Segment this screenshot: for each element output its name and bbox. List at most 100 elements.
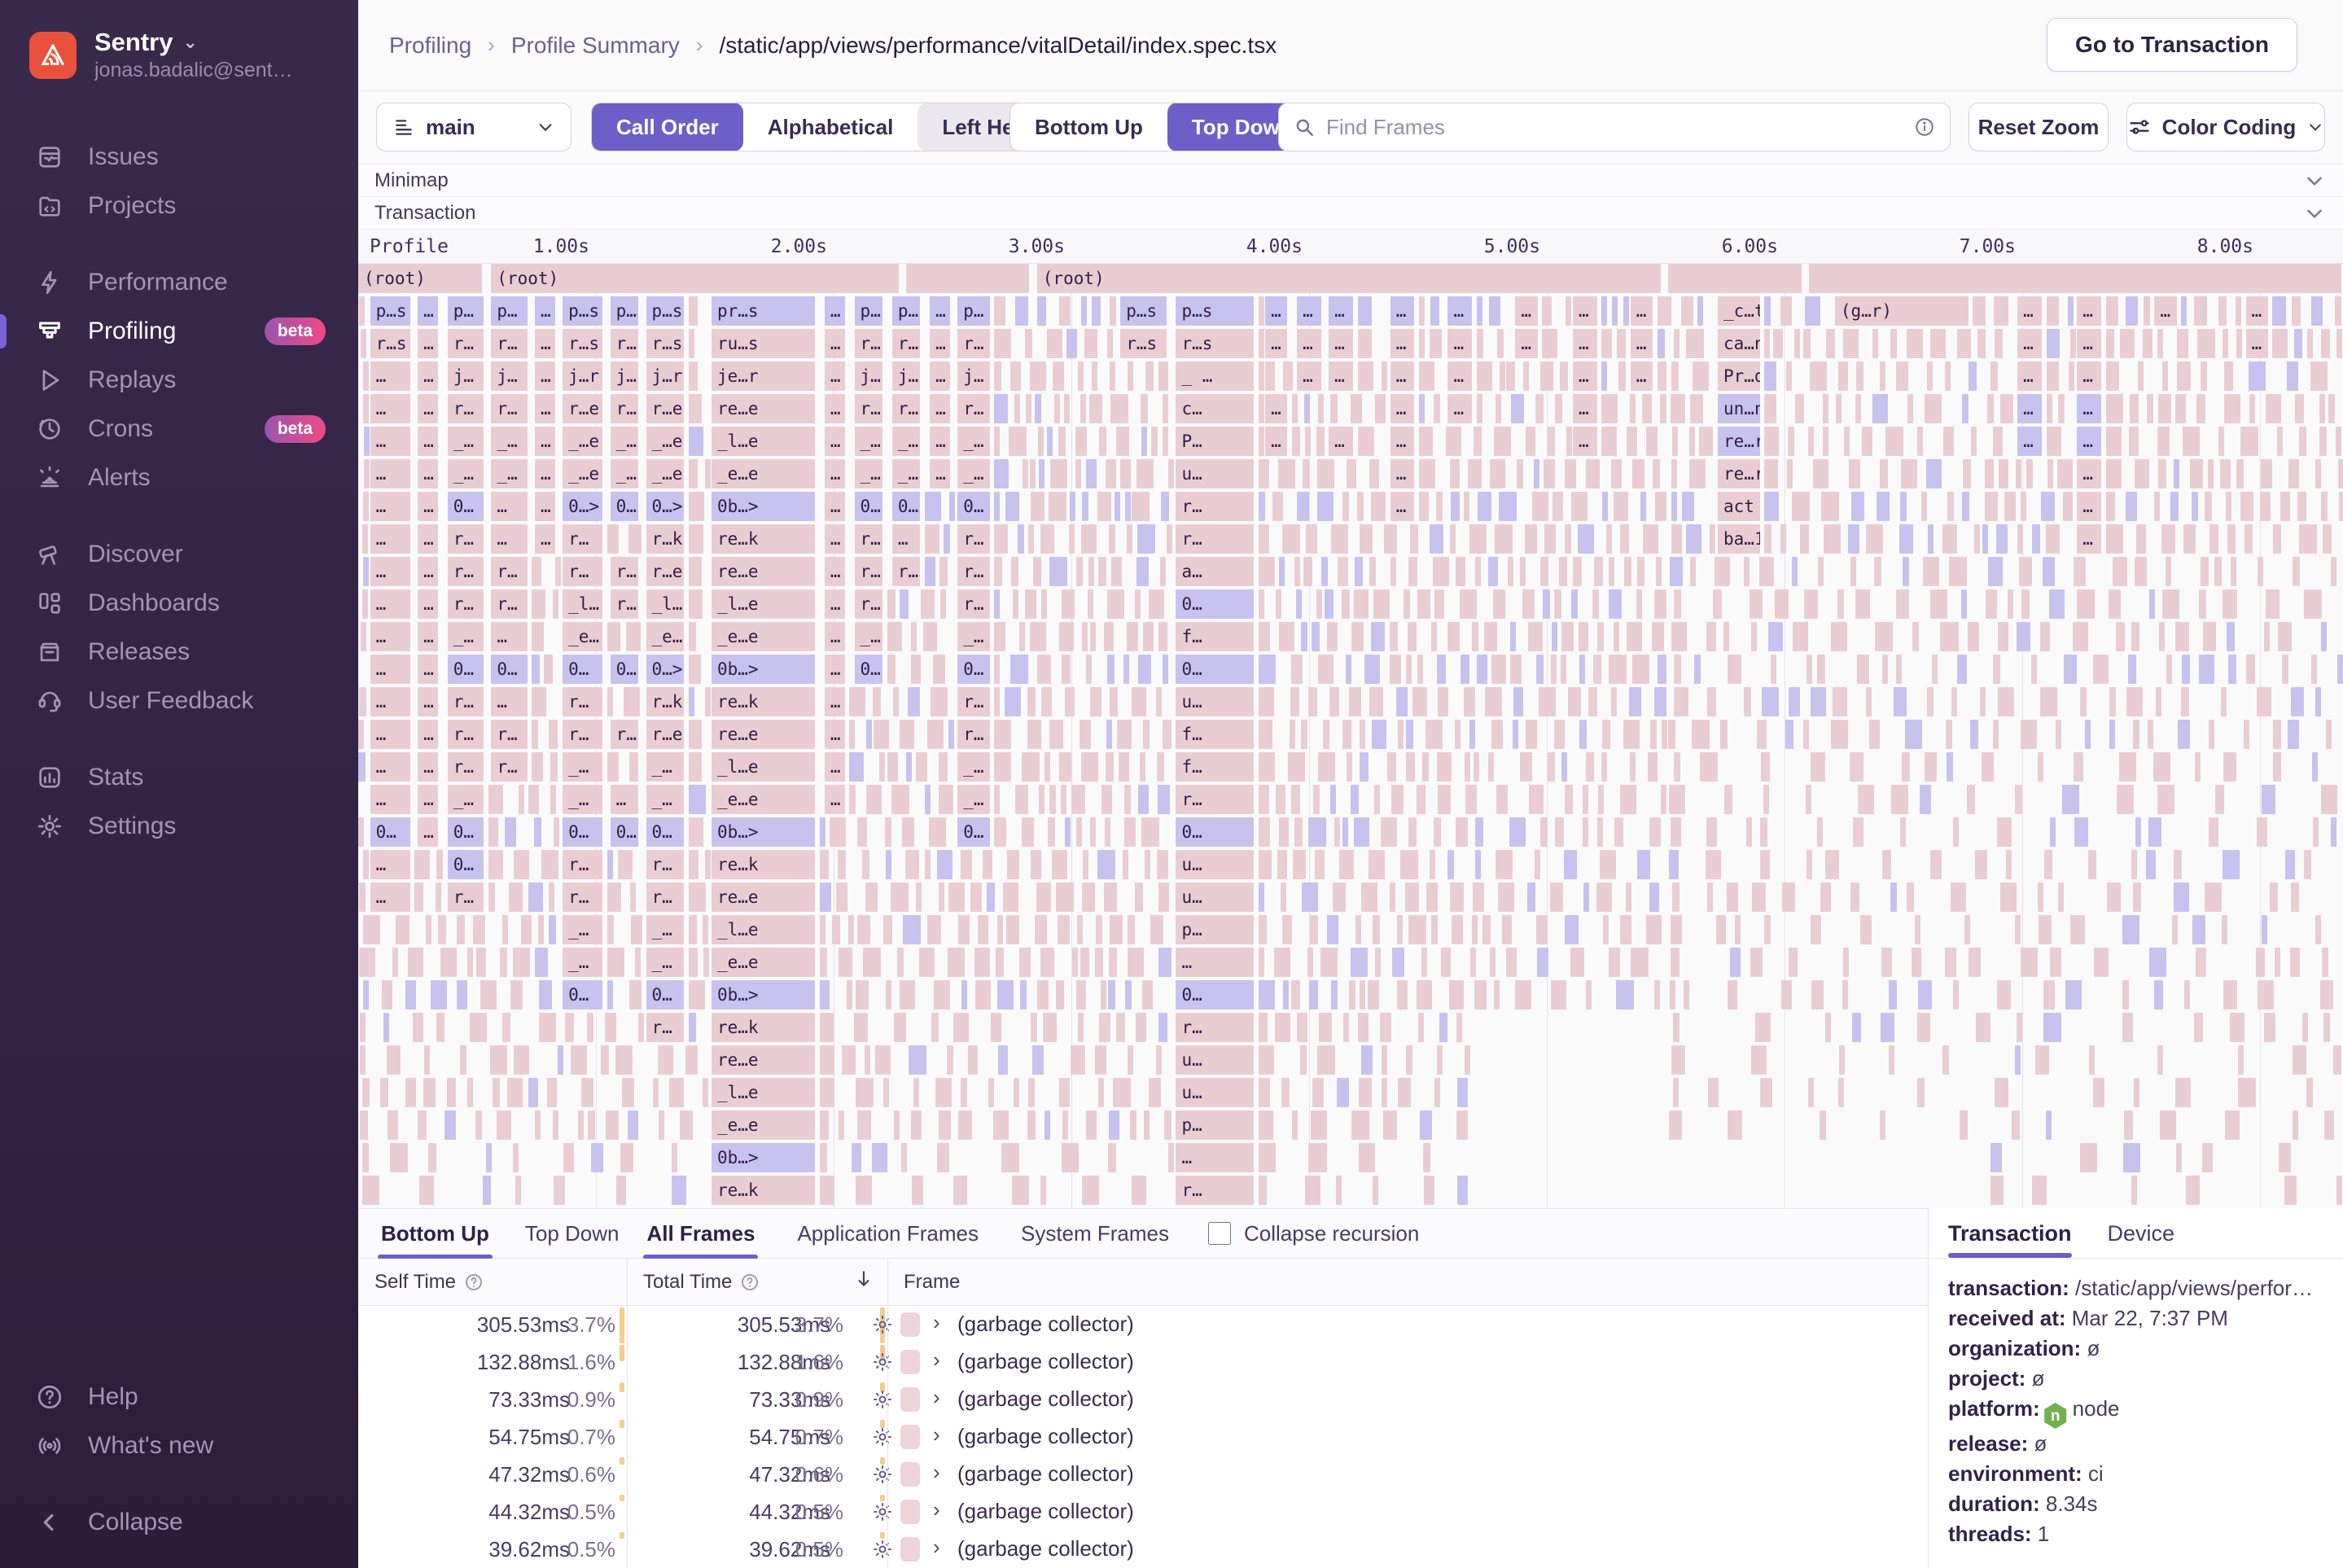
flame-cell[interactable]: _…	[854, 427, 883, 456]
flame-cell[interactable]	[1426, 720, 1443, 749]
flame-cell[interactable]	[938, 883, 944, 912]
flame-cell[interactable]	[1308, 1143, 1327, 1172]
flame-cell[interactable]	[2257, 687, 2271, 716]
flame-cell[interactable]: r…	[957, 524, 990, 554]
flame-cell[interactable]	[903, 915, 921, 944]
flame-cell[interactable]	[2148, 948, 2166, 977]
flame-cell[interactable]	[1098, 1013, 1110, 1042]
flame-cell[interactable]	[1491, 655, 1506, 684]
flame-cell[interactable]	[1823, 427, 1829, 456]
flame-cell[interactable]	[1540, 817, 1548, 847]
flame-cell[interactable]	[1929, 589, 1947, 619]
flame-cell[interactable]	[1460, 655, 1469, 684]
flame-cell[interactable]: un…n	[1718, 394, 1760, 423]
flame-cell[interactable]	[473, 915, 485, 944]
flame-cell[interactable]	[1419, 296, 1426, 326]
flame-cell[interactable]	[2294, 329, 2302, 358]
flame-cell[interactable]	[607, 948, 625, 977]
flame-cell[interactable]	[2178, 720, 2190, 749]
chevron-down-icon[interactable]	[2304, 203, 2325, 224]
flame-cell[interactable]	[1356, 492, 1364, 521]
flame-cell[interactable]	[2156, 687, 2162, 716]
flame-cell[interactable]	[658, 1045, 674, 1075]
flame-cell[interactable]	[819, 1013, 834, 1042]
flame-cell[interactable]	[688, 850, 699, 879]
flame-cell[interactable]	[1686, 524, 1701, 554]
flame-cell[interactable]	[1162, 394, 1168, 423]
flame-cell[interactable]: _l…	[646, 589, 685, 619]
flame-cell[interactable]: …	[370, 622, 410, 651]
flame-cell[interactable]	[897, 948, 904, 977]
flame-cell[interactable]	[2134, 557, 2147, 586]
flame-cell[interactable]	[873, 687, 881, 716]
flame-cell[interactable]	[1448, 980, 1465, 1010]
flame-cell[interactable]	[1680, 296, 1693, 326]
flame-cell[interactable]	[2004, 492, 2016, 521]
flame-cell[interactable]	[1258, 948, 1264, 977]
flame-cell[interactable]	[1081, 752, 1098, 782]
flame-cell[interactable]	[1290, 980, 1300, 1010]
flame-cell[interactable]	[1127, 1045, 1133, 1075]
flame-cell[interactable]	[2245, 655, 2255, 684]
flame-cell[interactable]	[2157, 394, 2171, 423]
flame-cell[interactable]	[1290, 720, 1296, 749]
flame-cell[interactable]	[2020, 948, 2039, 977]
flame-cell[interactable]	[2175, 1143, 2182, 1172]
flame-cell[interactable]	[1316, 427, 1325, 456]
flame-cell[interactable]	[1258, 980, 1275, 1010]
flame-cell[interactable]	[607, 850, 613, 879]
flame-cell[interactable]	[1310, 1110, 1328, 1140]
flame-cell[interactable]: …	[1390, 492, 1415, 521]
flame-cell[interactable]	[1534, 459, 1540, 488]
flame-cell[interactable]	[2105, 394, 2123, 423]
flame-cell[interactable]	[1109, 296, 1116, 326]
flame-cell[interactable]	[446, 1078, 457, 1107]
flame-cell[interactable]	[1317, 655, 1334, 684]
flame-cell[interactable]	[1088, 557, 1094, 586]
flame-cell[interactable]	[1728, 655, 1741, 684]
flame-cell[interactable]	[1124, 980, 1132, 1010]
flame-cell[interactable]	[1825, 1013, 1832, 1042]
flame-cell[interactable]	[1599, 850, 1617, 879]
flame-cell[interactable]: 0…	[563, 980, 603, 1010]
tab-all-frames[interactable]: All Frames	[643, 1208, 759, 1259]
total-time-header[interactable]: Total Time	[643, 1271, 760, 1294]
flame-cell[interactable]	[1791, 492, 1810, 521]
flame-cell[interactable]	[1079, 720, 1092, 749]
flame-cell[interactable]: _e…e	[711, 459, 816, 488]
flame-cell[interactable]	[1005, 687, 1021, 716]
flame-cell[interactable]	[994, 329, 1011, 358]
flame-cell[interactable]	[1649, 720, 1657, 749]
flame-cell[interactable]	[2313, 817, 2319, 847]
flame-cell[interactable]	[1692, 720, 1710, 749]
go-to-transaction-button[interactable]: Go to Transaction	[2046, 18, 2297, 72]
flame-cell[interactable]	[1447, 850, 1454, 879]
flame-cell[interactable]: …	[930, 394, 950, 423]
flame-cell[interactable]	[1925, 752, 1938, 782]
flame-cell[interactable]: …	[370, 752, 410, 782]
flame-cell[interactable]	[2137, 361, 2144, 391]
flame-cell[interactable]	[1437, 687, 1448, 716]
flame-cell[interactable]	[2299, 524, 2317, 554]
flame-cell[interactable]: re…r	[1718, 427, 1760, 456]
flame-cell[interactable]	[431, 980, 448, 1010]
flame-cell[interactable]	[1163, 1110, 1172, 1140]
flame-cell[interactable]	[1291, 785, 1301, 814]
flame-cell[interactable]	[936, 1143, 950, 1172]
flame-cell[interactable]	[2061, 785, 2080, 814]
flame-cell[interactable]: …	[370, 883, 410, 912]
flame-cell[interactable]	[580, 1078, 593, 1107]
flame-cell[interactable]	[1811, 915, 1821, 944]
flame-cell[interactable]: j…r	[563, 361, 603, 391]
flame-cell[interactable]	[1661, 785, 1667, 814]
flame-cell[interactable]	[1392, 948, 1405, 977]
flame-cell[interactable]	[1585, 752, 1595, 782]
flame-cell[interactable]: 0…	[891, 492, 921, 521]
flame-cell[interactable]	[1673, 1013, 1680, 1042]
flame-cell[interactable]	[819, 980, 830, 1010]
flame-cell[interactable]	[2030, 655, 2037, 684]
flame-cell[interactable]	[2336, 1176, 2343, 1205]
flame-cell[interactable]	[607, 524, 619, 554]
flame-cell[interactable]: r…	[447, 394, 484, 423]
flame-cell[interactable]	[1429, 329, 1443, 358]
